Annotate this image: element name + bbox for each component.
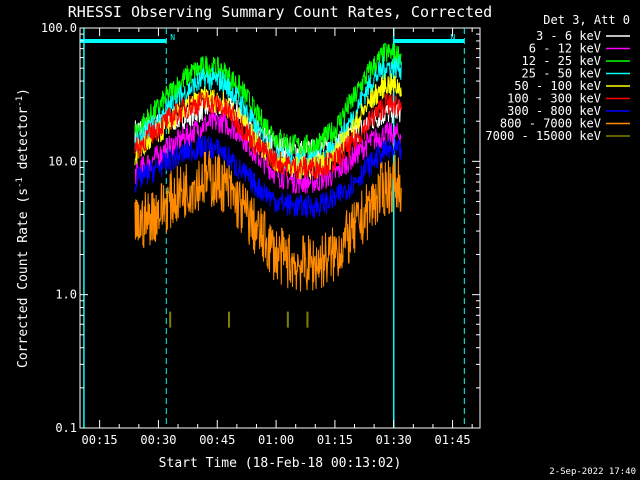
x-tick-label: 00:15 <box>82 433 118 447</box>
series-layer <box>134 42 402 328</box>
x-tick-label: 01:15 <box>317 433 353 447</box>
x-tick-label: 01:45 <box>434 433 470 447</box>
legend-header: Det 3, Att 0 <box>543 13 630 27</box>
y-axis-label: Corrected Count Rate (s-1 detector-1) <box>15 88 31 368</box>
observing-flag-label: N <box>450 33 455 42</box>
x-tick-label: 01:00 <box>258 433 294 447</box>
x-tick-label: 00:45 <box>199 433 235 447</box>
timestamp: 2-Sep-2022 17:40 <box>549 467 636 477</box>
legend-entry-label: 800 - 7000 keV <box>500 117 601 131</box>
y-label-sup2: -1 <box>15 96 25 107</box>
y-tick-label: 1.0 <box>55 288 77 302</box>
legend-entry-label: 300 - 800 keV <box>507 104 601 118</box>
legend-entry-label: 3 - 6 keV <box>536 29 601 43</box>
axes: 00:15 00:30 00:45 01:00 01:15 01:30 01:45 100.0… <box>41 21 480 447</box>
series-line <box>134 91 402 180</box>
y-tick-label: 100.0 <box>41 21 77 35</box>
x-axis-label: Start Time (18-Feb-18 00:13:02) <box>159 456 402 471</box>
x-tick-label: 01:30 <box>376 433 412 447</box>
y-tick-label: 10.0 <box>48 154 77 168</box>
y-label-main: Corrected Count Rate (s <box>16 188 31 368</box>
series-line <box>134 42 402 158</box>
legend-entry-label: 12 - 25 keV <box>522 54 601 68</box>
y-label-mid: detector <box>16 107 31 178</box>
observing-flag-label: N <box>170 33 175 42</box>
legend-entry-label: 100 - 300 keV <box>507 92 601 106</box>
series-line <box>134 150 402 292</box>
series-line <box>134 135 402 220</box>
legend-entry-label: 25 - 50 keV <box>522 67 601 81</box>
plot-frame <box>79 27 481 429</box>
y-label-end: ) <box>16 88 31 96</box>
y-label-sup1: -1 <box>15 177 25 188</box>
legend-entry-label: 50 - 100 keV <box>514 79 601 93</box>
y-tick-label: 0.1 <box>55 421 77 435</box>
chart-title: RHESSI Observing Summary Count Rates, Co… <box>68 3 492 21</box>
legend-entry-label: 6 - 12 keV <box>529 42 601 56</box>
series-line <box>134 110 402 194</box>
x-tick-label: 00:30 <box>140 433 176 447</box>
legend-entry-label: 7000 - 15000 keV <box>485 129 601 143</box>
